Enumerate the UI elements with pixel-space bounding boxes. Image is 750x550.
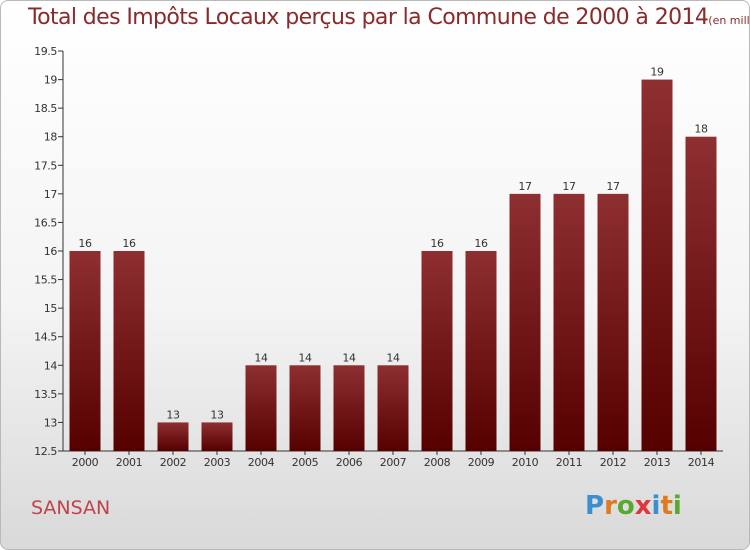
data-label: 18 <box>694 123 708 136</box>
data-label: 13 <box>166 408 180 421</box>
logo-letter: i <box>651 491 661 521</box>
y-tick-label: 17 <box>44 188 58 201</box>
bar <box>333 365 365 451</box>
logo-letter: x <box>634 491 652 521</box>
y-tick-label: 12.5 <box>34 445 57 458</box>
x-tick-label: 2000 <box>72 456 99 469</box>
data-label: 17 <box>562 180 576 193</box>
y-tick-label: 15 <box>44 302 58 315</box>
x-tick-label: 2002 <box>160 456 186 469</box>
y-tick-label: 17.5 <box>34 159 57 172</box>
x-tick-label: 2007 <box>380 456 407 469</box>
x-tick-label: 2013 <box>644 456 671 469</box>
x-tick-label: 2012 <box>600 456 626 469</box>
title-unit: (en milliers d'€) <box>708 14 750 27</box>
bar <box>509 193 541 451</box>
x-tick-label: 2011 <box>556 456 582 469</box>
commune-name: SANSAN <box>31 497 111 519</box>
proxiti-logo: Proxiti <box>585 491 682 521</box>
y-tick-label: 18.5 <box>34 102 57 115</box>
logo-letter: r <box>604 491 617 521</box>
x-tick-label: 2014 <box>688 456 715 469</box>
logo-letter: P <box>585 491 605 521</box>
y-tick-label: 19.5 <box>34 45 57 58</box>
x-tick-label: 2005 <box>292 456 319 469</box>
x-tick-label: 2004 <box>248 456 275 469</box>
data-label: 16 <box>78 237 92 250</box>
bar <box>553 193 585 451</box>
data-label: 16 <box>430 237 444 250</box>
y-tick-label: 13 <box>44 416 58 429</box>
title-text: Total des Impôts Locaux perçus par la Co… <box>28 5 709 30</box>
y-tick-label: 19 <box>44 74 58 87</box>
data-label: 16 <box>474 237 488 250</box>
bar <box>245 365 277 451</box>
y-tick-label: 16 <box>44 245 58 258</box>
bar <box>421 251 453 451</box>
x-tick-label: 2003 <box>204 456 231 469</box>
bar <box>69 251 101 451</box>
data-label: 14 <box>298 351 312 364</box>
y-tick-label: 16.5 <box>34 216 57 229</box>
data-label: 14 <box>342 351 356 364</box>
data-label: 14 <box>386 351 400 364</box>
bar <box>377 365 409 451</box>
bar <box>641 79 673 452</box>
chart-title: Total des Impôts Locaux perçus par la Co… <box>28 5 750 30</box>
logo-letter: i <box>672 491 682 521</box>
y-tick-label: 13.5 <box>34 388 57 401</box>
bar <box>465 251 497 451</box>
data-label: 13 <box>210 408 224 421</box>
y-tick-label: 14 <box>44 359 58 372</box>
bar <box>113 251 145 451</box>
x-tick-label: 2006 <box>336 456 363 469</box>
data-label: 17 <box>518 180 532 193</box>
y-tick-label: 15.5 <box>34 274 57 287</box>
y-tick-label: 18 <box>44 131 58 144</box>
data-label: 16 <box>122 237 136 250</box>
bar <box>685 136 717 451</box>
bar <box>289 365 321 451</box>
x-tick-label: 2008 <box>424 456 451 469</box>
y-tick-label: 14.5 <box>34 331 57 344</box>
bar <box>201 422 233 451</box>
data-label: 14 <box>254 351 268 364</box>
logo-letter: o <box>616 491 635 521</box>
logo-letter: t <box>660 491 673 521</box>
x-tick-label: 2001 <box>116 456 142 469</box>
bar <box>597 193 629 451</box>
x-tick-label: 2009 <box>468 456 495 469</box>
bar <box>157 422 189 451</box>
x-tick-label: 2010 <box>512 456 539 469</box>
data-label: 17 <box>606 180 620 193</box>
data-label: 19 <box>650 66 664 79</box>
